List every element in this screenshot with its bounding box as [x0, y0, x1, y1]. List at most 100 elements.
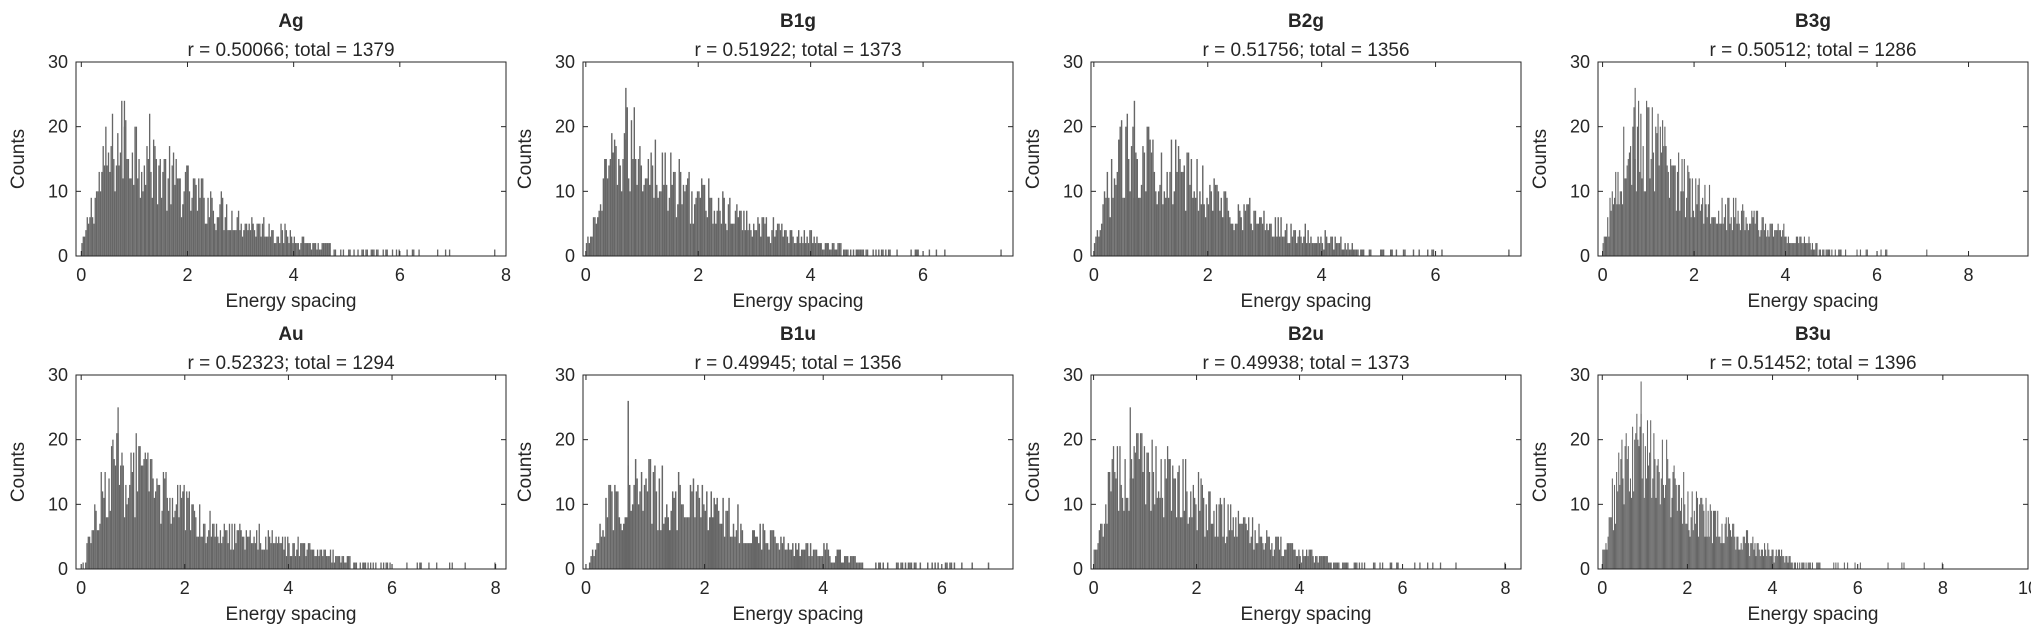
- histogram-bar: [192, 504, 194, 569]
- histogram-bar: [129, 178, 131, 256]
- histogram-bar: [1780, 556, 1782, 569]
- histogram-bar: [795, 243, 797, 256]
- histogram-bar: [838, 243, 841, 256]
- y-tick-label: 20: [48, 117, 68, 137]
- histogram-bar: [1124, 459, 1126, 569]
- histogram-bar: [645, 478, 647, 569]
- histogram-bar: [1338, 562, 1340, 569]
- histogram-bar: [1093, 243, 1096, 256]
- histogram-bar: [625, 87, 627, 257]
- histogram-bar: [201, 536, 203, 569]
- histogram-bar: [289, 556, 291, 569]
- histogram-bar: [1926, 249, 1928, 256]
- histogram-bar: [709, 197, 711, 256]
- histogram-bar: [833, 562, 836, 569]
- histogram-bar: [204, 523, 206, 569]
- y-axis-label: Counts: [1530, 129, 1551, 189]
- histogram-bar: [792, 236, 794, 256]
- histogram-bar: [709, 517, 711, 569]
- histogram-bar: [670, 152, 672, 256]
- histogram-bar: [620, 191, 623, 256]
- histogram-bar: [254, 543, 257, 569]
- histogram-bar: [1143, 446, 1146, 569]
- histogram-bar: [1668, 197, 1671, 256]
- histogram-bar: [1368, 249, 1371, 256]
- histogram-bar: [222, 536, 224, 569]
- histogram-bar: [775, 543, 778, 569]
- histogram-bar: [643, 484, 646, 569]
- histogram-bar: [292, 543, 294, 569]
- histogram-bar: [103, 165, 106, 256]
- histogram-bar: [599, 204, 602, 256]
- histogram-bar: [249, 530, 251, 569]
- histogram-bar: [1641, 478, 1643, 569]
- histogram-bar: [164, 478, 166, 569]
- histogram-bar: [823, 543, 825, 569]
- histogram-bar: [1657, 459, 1659, 569]
- histogram-bar: [1241, 230, 1244, 256]
- histogram-bar: [588, 562, 591, 569]
- histogram-bar: [420, 562, 422, 569]
- histogram-bar: [1214, 184, 1217, 256]
- histogram-bar: [1691, 178, 1693, 256]
- histogram-bar: [1143, 152, 1146, 256]
- histogram-bar: [605, 497, 607, 569]
- histogram-bar: [320, 549, 323, 569]
- histogram-bar: [1612, 204, 1615, 256]
- histogram-bar: [1439, 562, 1442, 569]
- histogram-bar: [1646, 420, 1649, 569]
- histogram-bar: [1688, 171, 1690, 256]
- x-tick-label: 0: [1597, 578, 1607, 598]
- histogram-bar: [1156, 497, 1158, 569]
- histogram-bar: [112, 439, 114, 569]
- histogram-bar: [1115, 478, 1117, 569]
- histogram-bar: [1253, 210, 1255, 256]
- histogram-bar: [1282, 556, 1285, 569]
- histogram-bar: [1389, 562, 1391, 569]
- histogram-bar: [1781, 549, 1783, 569]
- histogram-bar: [1923, 562, 1925, 569]
- histogram-bar: [862, 249, 865, 256]
- histogram-bar: [1720, 223, 1722, 256]
- histogram-bar: [1782, 556, 1784, 569]
- histogram-bar: [1662, 120, 1664, 256]
- histogram-bar: [1718, 536, 1720, 569]
- histogram-bar: [1606, 236, 1608, 256]
- histogram-bar: [1230, 504, 1232, 569]
- histogram-bar: [603, 536, 606, 569]
- histogram-bar: [1678, 484, 1680, 569]
- histogram-bar: [125, 120, 127, 256]
- histogram-bar: [707, 530, 710, 569]
- histogram-bar: [831, 243, 834, 256]
- histogram-bar: [1710, 223, 1712, 256]
- histogram-bar: [302, 236, 305, 256]
- histogram-bar: [288, 243, 290, 256]
- histogram-bar: [306, 243, 309, 256]
- histogram-bar: [99, 191, 102, 256]
- panel-title: Ag: [278, 11, 303, 32]
- histogram-bar: [1259, 217, 1261, 256]
- histogram-bar: [653, 197, 655, 256]
- histogram-bar: [1695, 491, 1697, 569]
- histogram-bar: [87, 223, 90, 256]
- histogram-bar: [366, 249, 368, 256]
- histogram-bar: [1760, 549, 1762, 569]
- histogram-bar: [1742, 204, 1744, 256]
- histogram-bar: [696, 191, 699, 256]
- histogram-bar: [1258, 523, 1260, 569]
- y-tick-label: 30: [555, 52, 575, 72]
- histogram-bar: [1834, 249, 1836, 256]
- histogram-bar: [209, 510, 211, 569]
- histogram-bar: [245, 223, 248, 256]
- histogram-bar: [1262, 543, 1264, 569]
- histogram-bar: [1818, 249, 1820, 256]
- histogram-bar: [656, 184, 658, 256]
- y-tick-label: 30: [1063, 52, 1083, 72]
- histogram-bar: [1727, 197, 1729, 256]
- histogram-bar: [1648, 107, 1650, 257]
- histogram-bar: [1412, 249, 1415, 256]
- histogram-bar: [192, 178, 195, 256]
- histogram-bars: [588, 400, 990, 569]
- panel-subtitle: r = 0.52323; total = 1294: [187, 353, 394, 374]
- histogram-bar: [1167, 197, 1170, 256]
